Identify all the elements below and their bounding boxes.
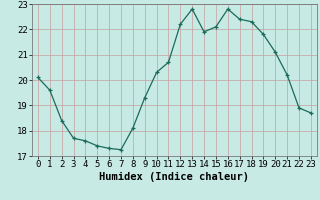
X-axis label: Humidex (Indice chaleur): Humidex (Indice chaleur) — [100, 172, 249, 182]
